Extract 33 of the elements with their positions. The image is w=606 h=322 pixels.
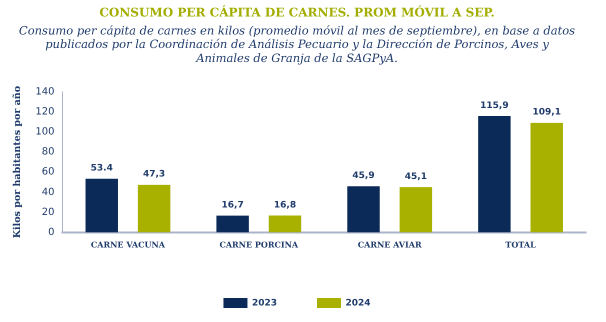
bar [216, 216, 249, 232]
x-tick-label: CARNE PORCINA [219, 239, 299, 250]
bar [478, 116, 511, 232]
y-axis-title: Kilos por habitantes por año [12, 86, 24, 238]
y-tick-label: 40 [42, 186, 54, 198]
data-label: 45,1 [404, 172, 427, 182]
y-tick-label: 0 [48, 226, 54, 238]
data-label: 16,8 [274, 200, 296, 210]
bar [347, 186, 380, 232]
bar [268, 216, 302, 232]
x-tick-label: TOTAL [505, 239, 536, 250]
bar [138, 184, 170, 232]
y-tick-label: 80 [42, 146, 54, 158]
data-label: 109,1 [532, 108, 561, 118]
data-label: 53.4 [90, 164, 113, 174]
legend-label: 2024 [346, 298, 371, 308]
data-label: 115,9 [480, 100, 509, 111]
y-tick-label: 140 [35, 86, 54, 98]
data-label: 47,3 [142, 170, 166, 180]
chart-subtitle: Consumo per cápita de carnes en kilos (promedio móvil al mes de septiembre), en base a datos publicados por la Coordinación de Análisis Pecuario y la Dirección de Porcinos, Aves y Animales de Granja de la SAGPyA. [18, 23, 576, 65]
y-tick-label: 60 [42, 166, 54, 178]
data-label: 16,7 [222, 200, 244, 210]
y-tick-label: 100 [35, 126, 54, 138]
chart-title: CONSUMO PER CÁPITA DE CARNES. PROM MÓVIL A SEP. [99, 4, 495, 20]
y-tick-label: 20 [42, 206, 54, 218]
data-label: 45,9 [352, 171, 375, 182]
x-tick-label: CARNE VACUNA [90, 239, 166, 250]
legend-label: 2023 [252, 298, 278, 308]
y-tick-label: 120 [35, 106, 54, 118]
bar [530, 122, 563, 232]
x-tick-label: CARNE AVIAR [358, 239, 422, 250]
bar [86, 178, 118, 232]
bar [400, 187, 432, 232]
